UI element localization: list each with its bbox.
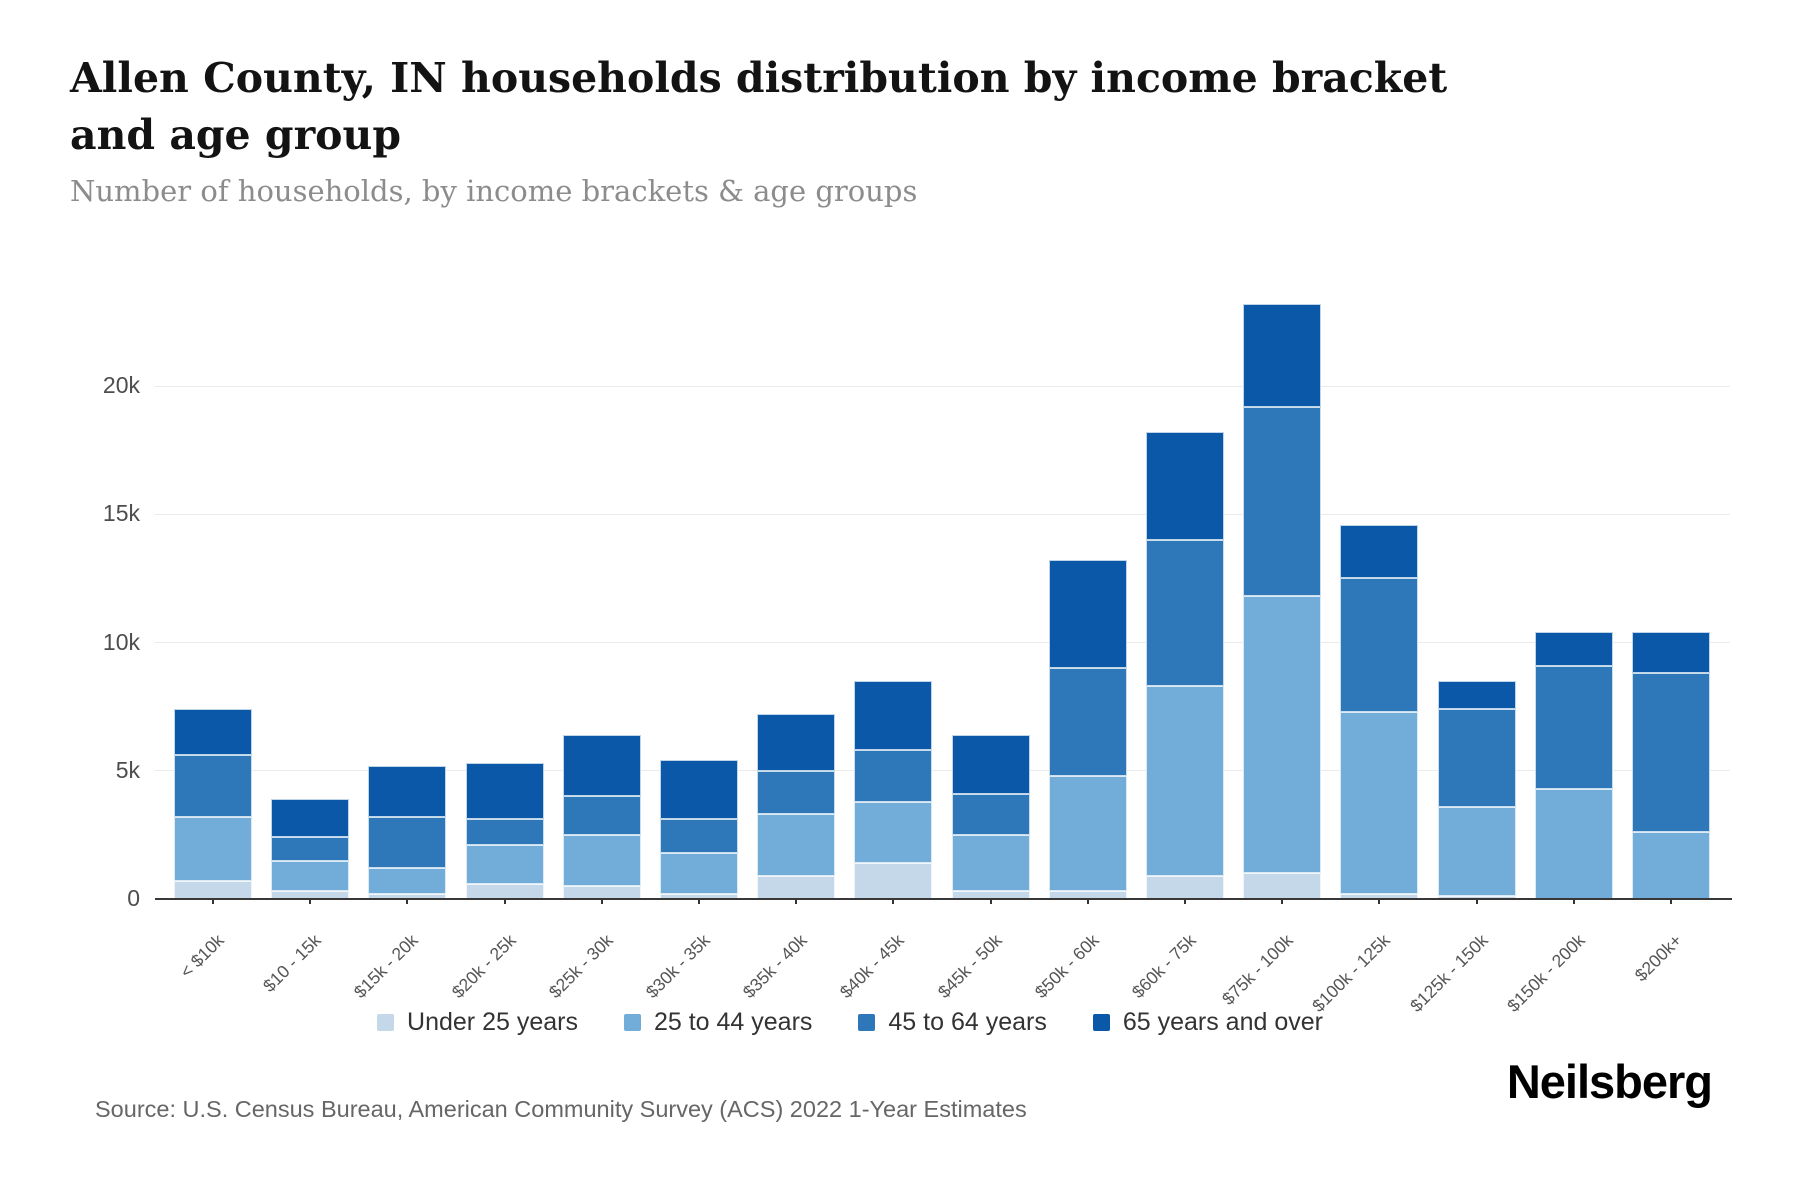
bar-segment-50k-60k-25-to-44-years[interactable] [1048,775,1127,892]
legend-item-45-to-64-years[interactable]: 45 to 64 years [858,1008,1047,1037]
bar-segment-25k-30k-25-to-44-years[interactable] [562,834,641,887]
legend-item-65-years-and-over[interactable]: 65 years and over [1092,1008,1323,1037]
bar-segment-10k-25-to-44-years[interactable] [174,816,252,882]
legend-swatch-25-to-44-years [623,1014,641,1031]
bar-segment-35k-40k-under-25-years[interactable] [757,875,836,899]
bar-segment-30k-35k-65-years-and-over[interactable] [660,760,738,820]
x-axis-tick [795,899,798,904]
bar-segment-45k-50k-45-to-64-years[interactable] [951,793,1030,835]
bar-segment-30k-35k-25-to-44-years[interactable] [660,852,738,894]
bar-segment-75k-100k-65-years-and-over[interactable] [1243,303,1322,407]
bar-segment-40k-45k-under-25-years[interactable] [854,863,933,899]
legend-swatch-under-25-years [377,1014,395,1031]
bar-segment-20k-25k-under-25-years[interactable] [465,883,544,899]
legend: Under 25 years 25 to 44 years 45 to 64 yea… [20,1008,1680,1037]
legend-label: Under 25 years [407,1008,578,1036]
x-axis-tick [503,899,506,904]
bar-segment-50k-60k-65-years-and-over[interactable] [1048,560,1127,669]
gridline [155,513,1730,515]
bar-segment-20k-25k-65-years-and-over[interactable] [465,763,544,820]
bar-segment-20k-25k-45-to-64-years[interactable] [465,819,544,846]
legend-swatch-45-to-64-years [858,1014,876,1031]
bar-segment-150k-200k-65-years-and-over[interactable] [1534,632,1613,666]
brand-logo: Neilsberg [1506,1055,1713,1108]
x-axis-tick [1475,899,1478,904]
bar-segment-125k-150k-65-years-and-over[interactable] [1437,680,1516,710]
x-axis-tick [1572,899,1575,904]
bar-segment-75k-100k-25-to-44-years[interactable] [1243,596,1322,874]
y-axis-label: 20k [102,372,140,398]
chart-title: Allen County, IN households distribution… [70,54,1448,159]
x-axis-tick [309,899,312,904]
bar-segment-10-15k-45-to-64-years[interactable] [271,837,350,861]
bar-segment-150k-200k-45-to-64-years[interactable] [1534,665,1613,789]
source-note: Source: U.S. Census Bureau, American Com… [95,1096,1027,1122]
bar-segment-40k-45k-25-to-44-years[interactable] [854,801,933,864]
legend-label: 65 years and over [1122,1008,1323,1036]
bar-segment-75k-100k-45-to-64-years[interactable] [1243,406,1322,597]
y-axis-label: 0 [127,885,140,911]
bar-segment-45k-50k-25-to-44-years[interactable] [951,834,1030,892]
gridline [155,642,1730,643]
bar-segment-75k-100k-under-25-years[interactable] [1243,873,1322,899]
x-axis-tick [1086,899,1089,904]
bar-segment-15k-20k-45-to-64-years[interactable] [368,816,447,869]
x-axis-tick [1670,899,1672,904]
bar-segment-35k-40k-25-to-44-years[interactable] [757,814,836,876]
x-axis-tick [989,899,992,904]
y-axis-label: 10k [102,628,140,655]
bar-segment-200k-25-to-44-years[interactable] [1632,832,1710,899]
x-axis-tick [698,899,700,904]
x-axis-tick [406,899,409,904]
x-axis-line [155,898,1732,900]
y-axis-label: 15k [102,500,140,527]
bar-segment-25k-30k-65-years-and-over[interactable] [562,734,641,797]
bar-segment-35k-40k-65-years-and-over[interactable] [757,714,836,771]
bar-segment-125k-150k-45-to-64-years[interactable] [1437,709,1516,807]
bar-segment-150k-200k-25-to-44-years[interactable] [1534,788,1613,899]
bar-segment-30k-35k-45-to-64-years[interactable] [660,819,738,853]
bar-segment-40k-45k-65-years-and-over[interactable] [854,680,933,751]
gridline [155,770,1730,772]
bar-segment-40k-45k-45-to-64-years[interactable] [854,750,933,802]
bar-segment-45k-50k-65-years-and-over[interactable] [951,734,1030,794]
legend-swatch-65-years-and-over [1092,1014,1110,1031]
gridline [155,385,1730,387]
chart-subtitle: Number of households, by income brackets… [70,174,918,208]
bar-segment-10k-65-years-and-over[interactable] [174,709,252,756]
bar-segment-25k-30k-45-to-64-years[interactable] [562,796,641,835]
bar-segment-10k-45-to-64-years[interactable] [174,755,252,817]
y-axis-label: 5k [115,756,140,783]
legend-item-25-to-44-years[interactable]: 25 to 44 years [623,1008,813,1037]
x-axis-tick [1281,899,1284,904]
x-axis-tick [892,899,895,904]
legend-label: 45 to 64 years [888,1008,1047,1036]
bar-segment-60k-75k-under-25-years[interactable] [1146,875,1224,899]
bar-segment-60k-75k-25-to-44-years[interactable] [1146,686,1224,876]
bar-segment-10k-under-25-years[interactable] [174,881,252,899]
bar-segment-60k-75k-45-to-64-years[interactable] [1146,539,1224,687]
x-axis-tick [1184,899,1186,904]
x-axis-tick [212,899,214,904]
bar-segment-10-15k-25-to-44-years[interactable] [271,860,350,892]
bar-segment-10-15k-65-years-and-over[interactable] [271,798,350,838]
bar-segment-50k-60k-45-to-64-years[interactable] [1048,668,1127,776]
bar-segment-100k-125k-25-to-44-years[interactable] [1340,711,1419,894]
x-axis-tick [1378,899,1381,904]
bar-segment-15k-20k-65-years-and-over[interactable] [368,765,447,817]
bar-segment-200k-65-years-and-over[interactable] [1632,632,1710,674]
bar-segment-200k-45-to-64-years[interactable] [1632,673,1710,833]
bar-segment-60k-75k-65-years-and-over[interactable] [1146,432,1224,540]
x-axis-tick [600,899,603,904]
bar-segment-125k-150k-25-to-44-years[interactable] [1437,806,1516,897]
bar-segment-100k-125k-45-to-64-years[interactable] [1340,578,1419,712]
legend-label: 25 to 44 years [653,1008,813,1036]
bar-segment-35k-40k-45-to-64-years[interactable] [757,770,836,815]
bar-segment-20k-25k-25-to-44-years[interactable] [465,845,544,884]
bar-segment-100k-125k-65-years-and-over[interactable] [1340,524,1419,579]
legend-item-under-25-years[interactable]: Under 25 years [377,1008,578,1037]
bar-segment-15k-20k-25-to-44-years[interactable] [368,868,447,894]
